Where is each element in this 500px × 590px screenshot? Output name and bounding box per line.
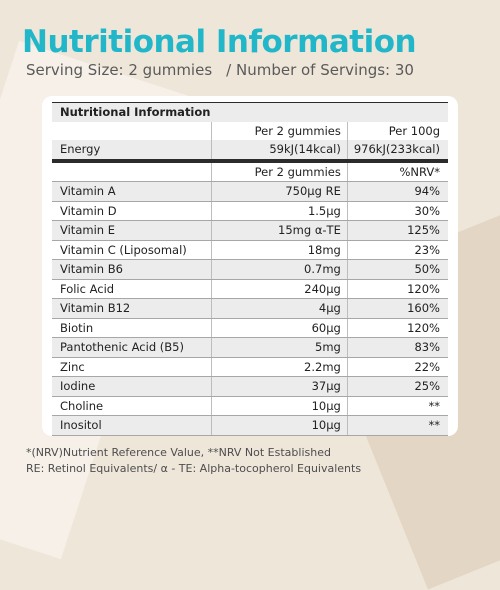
- nutrient-nrv: 25%: [347, 376, 448, 397]
- nutrient-amount: 750µg RE: [211, 181, 348, 202]
- nutrient-amount: 4µg: [211, 298, 348, 319]
- energy-row: Energy 59kJ(14kcal) 976kJ(233kcal): [52, 140, 448, 163]
- nutrient-amount: 10µg: [211, 415, 348, 436]
- nutrient-name: Vitamin B6: [52, 259, 213, 280]
- nutrient-name: Folic Acid: [52, 279, 213, 299]
- nutrient-name: Iodine: [52, 376, 213, 397]
- nutrient-nrv: 120%: [347, 279, 448, 299]
- nutrient-name: Pantothenic Acid (B5): [52, 337, 213, 358]
- nutrient-amount: 37µg: [211, 376, 348, 397]
- table-row: Pantothenic Acid (B5) 5mg 83%: [52, 337, 448, 358]
- nutrient-name: Zinc: [52, 357, 213, 377]
- table-row: Folic Acid 240µg 120%: [52, 279, 448, 299]
- nutrient-nrv: 22%: [347, 357, 448, 377]
- nutrient-nrv: 50%: [347, 259, 448, 280]
- col-per-100g: Per 100g: [388, 123, 440, 138]
- nrv-header-blank: [52, 160, 213, 182]
- nutrient-amount: 60µg: [211, 318, 348, 338]
- nutrient-nrv: 30%: [347, 201, 448, 221]
- nutrient-amount: 0.7mg: [211, 259, 348, 280]
- table-row: Vitamin B12 4µg 160%: [52, 298, 448, 319]
- nutrient-amount: 2.2mg: [211, 357, 348, 377]
- nutrient-name: Inositol: [52, 415, 213, 436]
- table-title-row: Nutritional Information: [52, 102, 448, 122]
- col-per-serving-2: Per 2 gummies: [211, 160, 348, 182]
- table-row: Vitamin A 750µg RE 94%: [52, 181, 448, 202]
- nutrition-table: Nutritional Information Per 2 gummies Pe…: [52, 102, 448, 436]
- table-row: Vitamin D 1.5µg 30%: [52, 201, 448, 221]
- nutrient-nrv: 120%: [347, 318, 448, 338]
- nutrient-nrv: **: [347, 415, 448, 436]
- energy-per-serving: 59kJ(14kcal): [211, 140, 348, 163]
- table-row: Zinc 2.2mg 22%: [52, 357, 448, 377]
- nutrient-name: Vitamin C (Liposomal): [52, 240, 213, 260]
- table-row: Iodine 37µg 25%: [52, 376, 448, 397]
- nutrient-amount: 18mg: [211, 240, 348, 260]
- nutrient-amount: 10µg: [211, 396, 348, 416]
- nutrient-nrv: 23%: [347, 240, 448, 260]
- serving-size: Serving Size: 2 gummies: [26, 61, 213, 79]
- footnote-nrv: *(NRV)Nutrient Reference Value, **NRV No…: [26, 446, 331, 459]
- footnotes: *(NRV)Nutrient Reference Value, **NRV No…: [26, 445, 361, 477]
- nutrient-amount: 5mg: [211, 337, 348, 358]
- page-title: Nutritional Information: [22, 24, 417, 60]
- nutrient-amount: 240µg: [211, 279, 348, 299]
- column-header-row: Per 2 gummies Per 100g: [52, 121, 448, 140]
- energy-label: Energy: [52, 140, 213, 163]
- nutrient-name: Vitamin B12: [52, 298, 213, 319]
- nutrient-name: Choline: [52, 396, 213, 416]
- table-row: Inositol 10µg **: [52, 415, 448, 436]
- table-row: Vitamin E 15mg α-TE 125%: [52, 220, 448, 241]
- header-blank: [52, 121, 213, 140]
- table-row: Vitamin C (Liposomal) 18mg 23%: [52, 240, 448, 260]
- nutrient-nrv: 83%: [347, 337, 448, 358]
- serving-info: Serving Size: 2 gummies / Number of Servi…: [26, 61, 414, 79]
- nutrient-name: Vitamin E: [52, 220, 213, 241]
- nutrient-name: Vitamin D: [52, 201, 213, 221]
- nutrient-nrv: 94%: [347, 181, 448, 202]
- nutrition-card: Nutritional Information Per 2 gummies Pe…: [42, 96, 458, 436]
- nrv-header-row: Per 2 gummies %NRV*: [52, 160, 448, 182]
- nutrient-nrv: **: [347, 396, 448, 416]
- col-per-serving: Per 2 gummies: [211, 121, 348, 140]
- nutrient-name: Biotin: [52, 318, 213, 338]
- nutrient-amount: 1.5µg: [211, 201, 348, 221]
- col-nrv: %NRV*: [347, 160, 448, 182]
- table-title: Nutritional Information: [52, 102, 448, 122]
- table-row: Vitamin B6 0.7mg 50%: [52, 259, 448, 280]
- table-row: Choline 10µg **: [52, 396, 448, 416]
- nutrient-nrv: 160%: [347, 298, 448, 319]
- nutrient-name: Vitamin A: [52, 181, 213, 202]
- energy-per-100g: 976kJ(233kcal): [347, 140, 448, 163]
- footnote-equivalents: RE: Retinol Equivalents/ α - TE: Alpha-t…: [26, 462, 362, 475]
- servings-count: / Number of Servings: 30: [226, 61, 414, 79]
- table-row: Biotin 60µg 120%: [52, 318, 448, 338]
- nutrient-nrv: 125%: [347, 220, 448, 241]
- nutrient-amount: 15mg α-TE: [211, 220, 348, 241]
